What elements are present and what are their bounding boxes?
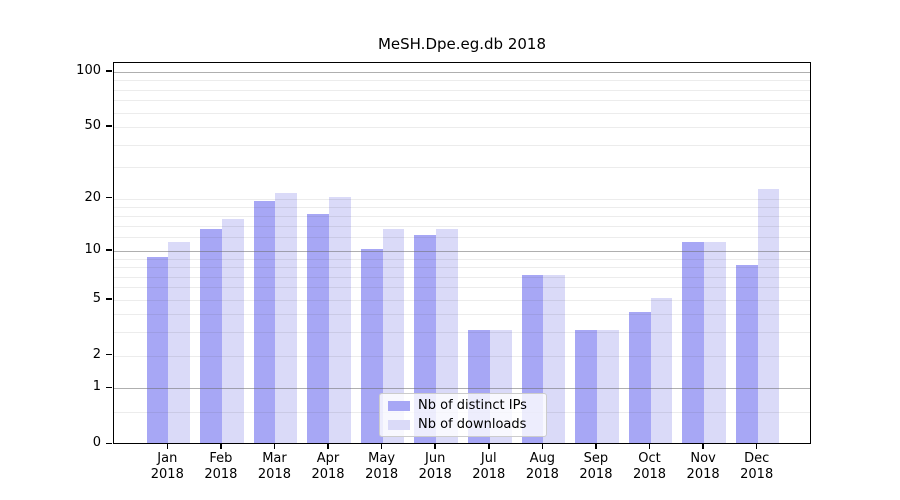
legend-swatch-distinct-ips bbox=[388, 400, 410, 411]
x-tick-mark bbox=[595, 444, 597, 449]
y-tick-mark bbox=[106, 125, 112, 127]
bar-downloads bbox=[329, 196, 351, 443]
legend-label-downloads: Nb of downloads bbox=[418, 417, 527, 432]
gridline-minor bbox=[114, 144, 810, 146]
gridline-minor bbox=[114, 112, 810, 114]
gridline-minor bbox=[114, 89, 810, 91]
y-tick-label: 0 bbox=[92, 435, 101, 451]
y-tick-label: 100 bbox=[76, 62, 101, 78]
x-tick-label: Jan 2018 bbox=[150, 451, 184, 482]
y-tick-mark bbox=[106, 298, 112, 300]
bar-downloads bbox=[436, 229, 458, 443]
gridline-major bbox=[114, 71, 810, 73]
bar-downloads bbox=[757, 189, 780, 443]
bar-distinct-ips bbox=[307, 213, 330, 443]
bar-distinct-ips bbox=[628, 312, 651, 443]
x-tick-mark bbox=[488, 444, 490, 449]
y-tick-mark bbox=[106, 70, 112, 72]
bar-distinct-ips bbox=[200, 229, 222, 443]
gridline-minor bbox=[114, 314, 810, 316]
bar-distinct-ips bbox=[146, 256, 169, 443]
bar-distinct-ips bbox=[735, 265, 758, 443]
x-tick-label: Oct 2018 bbox=[632, 451, 667, 482]
x-tick-mark bbox=[702, 444, 704, 449]
gridline-minor bbox=[114, 206, 810, 208]
legend-label-distinct-ips: Nb of distinct IPs bbox=[418, 398, 527, 413]
x-tick-mark bbox=[541, 444, 544, 449]
bar-downloads bbox=[382, 229, 405, 443]
x-tick-label: Jun 2018 bbox=[418, 451, 452, 482]
bar-downloads bbox=[704, 241, 726, 443]
y-tick-label: 2 bbox=[92, 346, 101, 362]
x-tick-label: May 2018 bbox=[365, 451, 399, 482]
bar-distinct-ips bbox=[360, 248, 383, 443]
y-tick-label: 5 bbox=[92, 290, 101, 306]
gridline-minor bbox=[114, 225, 810, 227]
gridline-major bbox=[114, 250, 810, 252]
legend-entry-downloads: Nb of downloads bbox=[388, 417, 538, 432]
legend: Nb of distinct IPs Nb of downloads bbox=[379, 393, 547, 437]
bar-downloads bbox=[221, 218, 244, 443]
y-tick-label: 10 bbox=[84, 241, 101, 257]
x-tick-mark bbox=[220, 444, 222, 449]
gridline-minor bbox=[114, 258, 810, 260]
bar-downloads bbox=[596, 330, 619, 443]
legend-entry-distinct-ips: Nb of distinct IPs bbox=[388, 398, 538, 413]
x-tick-label: Nov 2018 bbox=[686, 451, 720, 482]
gridline-minor bbox=[114, 276, 810, 278]
gridline-minor bbox=[114, 100, 810, 102]
gridline-minor bbox=[114, 198, 810, 200]
x-tick-mark bbox=[380, 444, 383, 449]
x-tick-mark bbox=[755, 444, 758, 449]
y-tick-mark bbox=[106, 442, 112, 445]
bar-downloads bbox=[650, 297, 673, 443]
x-tick-label: Mar 2018 bbox=[257, 451, 291, 482]
y-tick-mark bbox=[106, 353, 112, 356]
x-tick-label: Feb 2018 bbox=[204, 451, 238, 482]
bar-downloads bbox=[275, 192, 298, 443]
x-tick-label: Sep 2018 bbox=[579, 451, 613, 482]
x-tick-label: Dec 2018 bbox=[740, 451, 774, 482]
bar-distinct-ips bbox=[253, 200, 276, 443]
gridline-minor bbox=[114, 127, 810, 129]
gridline-minor bbox=[114, 355, 810, 357]
legend-swatch-downloads bbox=[388, 419, 410, 430]
gridline-minor bbox=[114, 267, 810, 269]
gridline-major bbox=[114, 388, 810, 390]
gridline-minor bbox=[114, 237, 810, 239]
bar-downloads bbox=[543, 274, 566, 443]
x-tick-mark bbox=[273, 444, 276, 449]
x-tick-label: Aug 2018 bbox=[525, 451, 559, 482]
plot-area: Nb of distinct IPs Nb of downloads bbox=[113, 62, 811, 444]
gridline-minor bbox=[114, 299, 810, 301]
gridline-minor bbox=[114, 287, 810, 289]
x-tick-mark bbox=[648, 444, 651, 449]
chart-title: MeSH.Dpe.eg.db 2018 bbox=[377, 35, 547, 53]
x-tick-label: Jul 2018 bbox=[472, 451, 506, 482]
bar-distinct-ips bbox=[682, 241, 705, 443]
gridline-minor bbox=[114, 215, 810, 217]
bar-downloads bbox=[168, 241, 191, 443]
bar-distinct-ips bbox=[414, 235, 437, 443]
y-tick-label: 50 bbox=[84, 118, 101, 134]
x-tick-mark bbox=[166, 444, 169, 449]
x-tick-label: Apr 2018 bbox=[311, 451, 345, 482]
y-tick-mark bbox=[106, 386, 112, 389]
x-tick-mark bbox=[434, 444, 436, 449]
gridline-minor bbox=[114, 332, 810, 334]
y-tick-mark bbox=[106, 249, 112, 251]
gridline-minor bbox=[114, 80, 810, 82]
gridline-minor bbox=[114, 167, 810, 169]
y-tick-label: 1 bbox=[92, 379, 101, 395]
y-tick-label: 20 bbox=[84, 189, 101, 205]
x-tick-mark bbox=[327, 444, 329, 449]
bar-distinct-ips bbox=[575, 330, 597, 443]
y-tick-mark bbox=[106, 196, 112, 199]
